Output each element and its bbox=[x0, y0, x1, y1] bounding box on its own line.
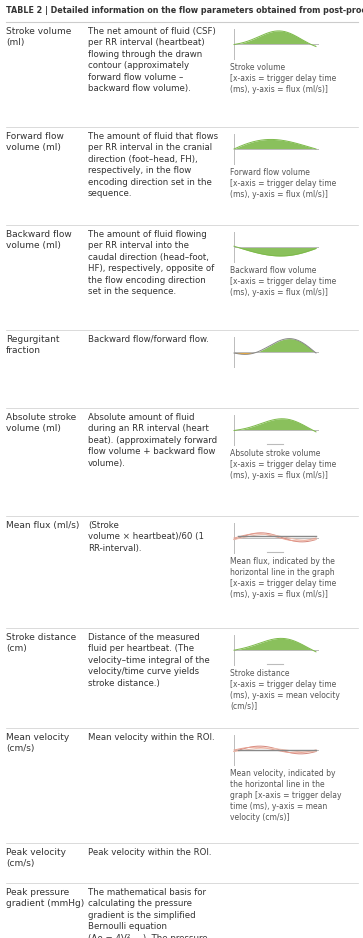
Text: Mean velocity, indicated by
the horizontal line in the
graph [x-axis = trigger d: Mean velocity, indicated by the horizont… bbox=[230, 769, 342, 823]
Text: Absolute stroke
volume (ml): Absolute stroke volume (ml) bbox=[6, 413, 76, 433]
Text: Backward flow/forward flow.: Backward flow/forward flow. bbox=[88, 335, 209, 344]
Text: Absolute amount of fluid
during an RR interval (heart
beat). (approximately forw: Absolute amount of fluid during an RR in… bbox=[88, 413, 217, 468]
Text: Regurgitant
fraction: Regurgitant fraction bbox=[6, 335, 60, 356]
Text: (Stroke
volume × heartbeat)/60 (1
RR-interval).: (Stroke volume × heartbeat)/60 (1 RR-int… bbox=[88, 521, 204, 552]
Text: Backward flow volume
[x-axis = trigger delay time
(ms), y-axis = flux (ml/s)]: Backward flow volume [x-axis = trigger d… bbox=[230, 266, 336, 297]
Text: The mathematical basis for
calculating the pressure
gradient is the simplified
B: The mathematical basis for calculating t… bbox=[88, 888, 208, 938]
Text: Forward flow
volume (ml): Forward flow volume (ml) bbox=[6, 132, 64, 153]
Text: Mean velocity
(cm/s): Mean velocity (cm/s) bbox=[6, 733, 69, 753]
Text: Forward flow volume
[x-axis = trigger delay time
(ms), y-axis = flux (ml/s)]: Forward flow volume [x-axis = trigger de… bbox=[230, 168, 336, 199]
Text: Peak pressure
gradient (mmHg): Peak pressure gradient (mmHg) bbox=[6, 888, 84, 908]
Text: TABLE 2 | Detailed information on the flow parameters obtained from post-process: TABLE 2 | Detailed information on the fl… bbox=[6, 6, 363, 15]
Text: The net amount of fluid (CSF)
per RR interval (heartbeat)
flowing through the dr: The net amount of fluid (CSF) per RR int… bbox=[88, 27, 216, 93]
Text: Stroke volume
[x-axis = trigger delay time
(ms), y-axis = flux (ml/s)]: Stroke volume [x-axis = trigger delay ti… bbox=[230, 63, 336, 94]
Text: Absolute stroke volume
[x-axis = trigger delay time
(ms), y-axis = flux (ml/s)]: Absolute stroke volume [x-axis = trigger… bbox=[230, 449, 336, 480]
Text: Backward flow
volume (ml): Backward flow volume (ml) bbox=[6, 230, 72, 250]
Text: Peak velocity
(cm/s): Peak velocity (cm/s) bbox=[6, 848, 66, 869]
Text: Mean flux, indicated by the
horizontal line in the graph
[x-axis = trigger delay: Mean flux, indicated by the horizontal l… bbox=[230, 557, 336, 599]
Text: The amount of fluid that flows
per RR interval in the cranial
direction (foot–he: The amount of fluid that flows per RR in… bbox=[88, 132, 218, 198]
Text: Mean velocity within the ROI.: Mean velocity within the ROI. bbox=[88, 733, 215, 742]
Text: Peak velocity within the ROI.: Peak velocity within the ROI. bbox=[88, 848, 212, 857]
Text: Distance of the measured
fluid per heartbeat. (The
velocity–time integral of the: Distance of the measured fluid per heart… bbox=[88, 633, 210, 688]
Text: Mean flux (ml/s): Mean flux (ml/s) bbox=[6, 521, 79, 530]
Text: Stroke distance
[x-axis = trigger delay time
(ms), y-axis = mean velocity
(cm/s): Stroke distance [x-axis = trigger delay … bbox=[230, 669, 340, 711]
Text: Stroke distance
(cm): Stroke distance (cm) bbox=[6, 633, 76, 654]
Text: The amount of fluid flowing
per RR interval into the
caudal direction (head–foot: The amount of fluid flowing per RR inter… bbox=[88, 230, 214, 296]
Text: Stroke volume
(ml): Stroke volume (ml) bbox=[6, 27, 72, 48]
